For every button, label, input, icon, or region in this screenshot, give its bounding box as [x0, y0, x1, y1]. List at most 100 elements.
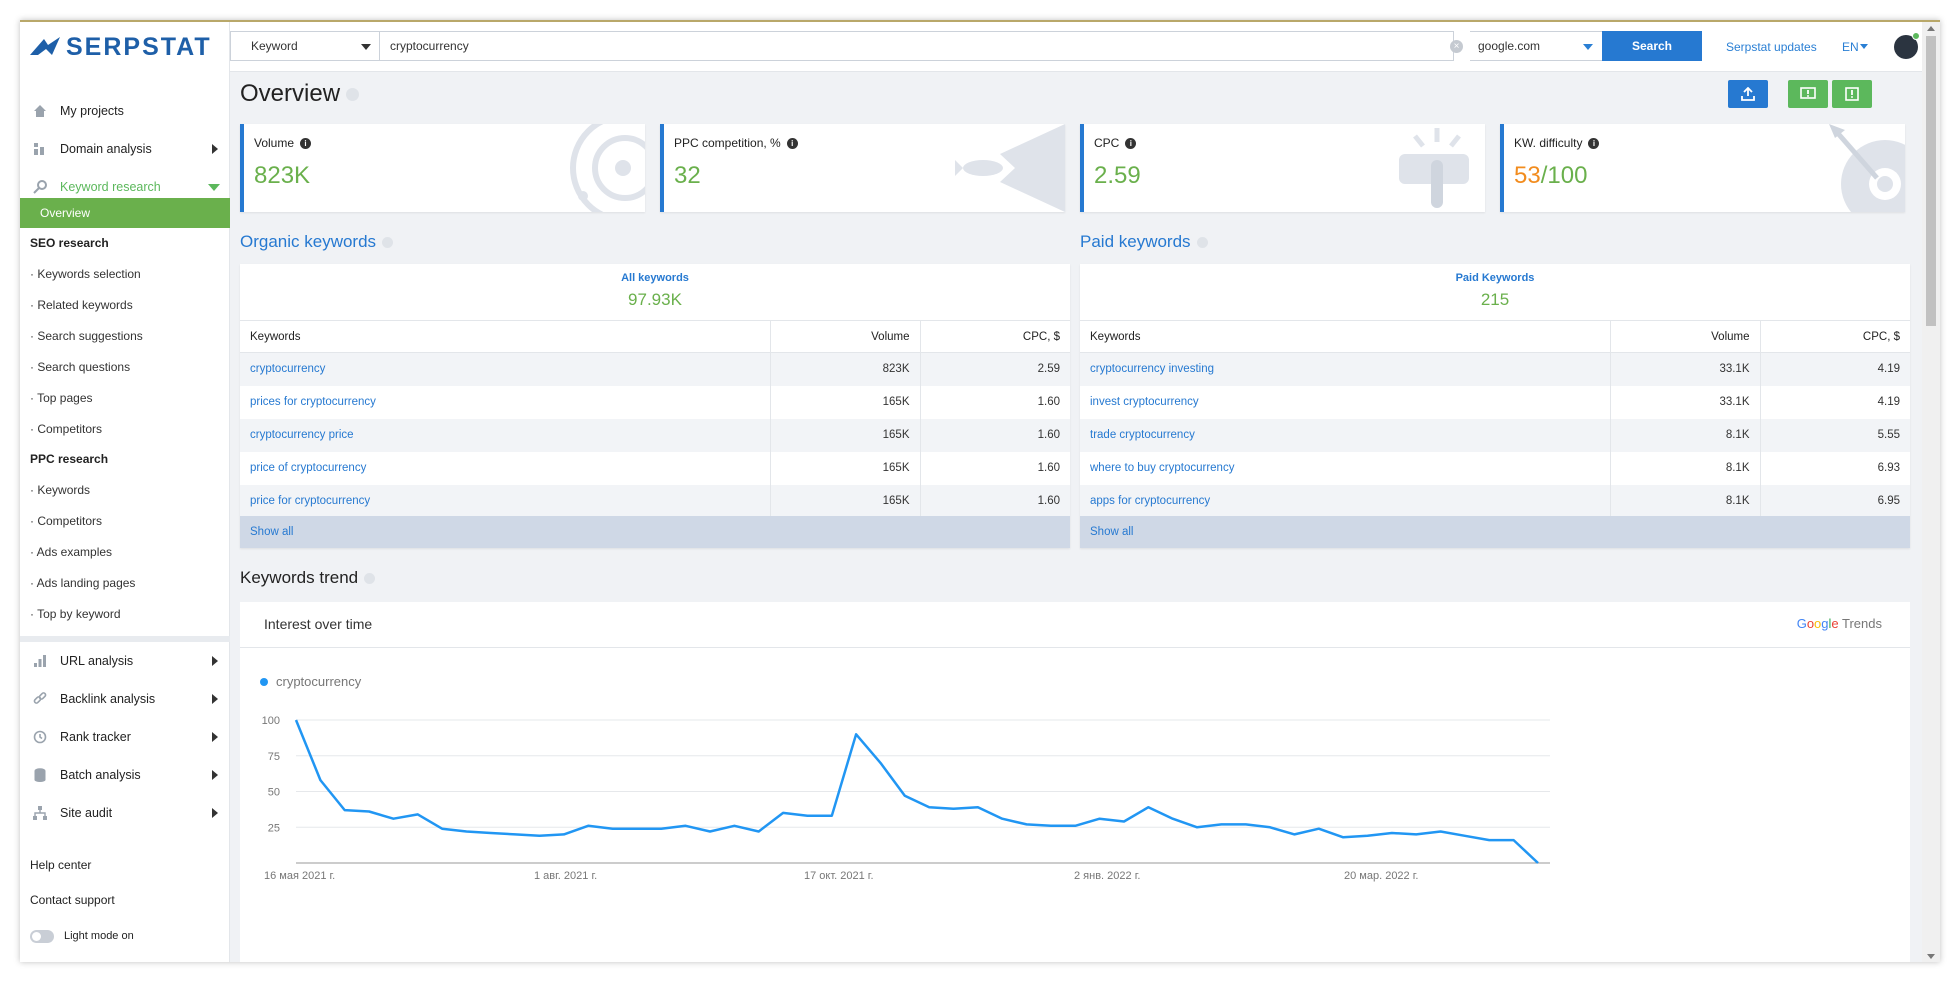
nav-url-analysis[interactable]: URL analysis	[20, 642, 230, 680]
logo-letter: o	[1814, 616, 1822, 631]
keyword-link[interactable]: apps for cryptocurrency	[1080, 484, 1610, 518]
help-icon[interactable]	[364, 573, 376, 585]
nav-backlink-analysis[interactable]: Backlink analysis	[20, 680, 230, 718]
nav-ppc-keywords[interactable]: · Keywords	[30, 483, 91, 497]
clear-icon[interactable]: ×	[1450, 40, 1463, 53]
legend-series-name: cryptocurrency	[276, 674, 362, 689]
keyword-link[interactable]: invest cryptocurrency	[1090, 396, 1199, 408]
link-icon	[32, 691, 48, 707]
nav-my-projects[interactable]: My projects	[20, 92, 230, 130]
search-engine-select[interactable]: google.com	[1470, 31, 1604, 61]
chart-icon	[32, 141, 48, 157]
export-button[interactable]	[1728, 80, 1768, 108]
feedback-button[interactable]	[1788, 80, 1828, 108]
nav-keywords-selection[interactable]: · Keywords selection	[30, 267, 141, 281]
google-trends-logo[interactable]: Google Trends	[1797, 616, 1882, 631]
nav-top-pages[interactable]: · Top pages	[30, 391, 93, 405]
keyword-search-input[interactable]	[380, 31, 1454, 61]
nav-overview[interactable]: Overview	[20, 198, 230, 228]
trend-chart: 100 75 50 25 16 мая 2021 г. 1 авг. 2021 г. 17 …	[262, 715, 1550, 882]
nav-rank-tracker[interactable]: Rank tracker	[20, 718, 230, 756]
nav-ppc-competitors[interactable]: · Competitors	[30, 514, 103, 528]
nav-ads-landing-pages[interactable]: · Ads landing pages	[30, 576, 136, 590]
click-illustration-icon	[1399, 128, 1469, 208]
help-icon[interactable]	[346, 88, 360, 102]
key-icon	[32, 179, 48, 195]
nav-domain-analysis[interactable]: Domain analysis	[20, 130, 230, 168]
keyword-link[interactable]: where to buy cryptocurrency	[1090, 462, 1235, 474]
paid-keywords-link[interactable]: Paid Keywords	[1455, 272, 1535, 284]
paid-keywords-title[interactable]: Paid keywords	[1080, 232, 1208, 252]
help-center-link[interactable]: Help center	[30, 858, 92, 872]
nav-search-suggestions[interactable]: · Search suggestions	[30, 329, 143, 343]
metric-label: KW. difficulty i	[1514, 136, 1600, 150]
nav-label: URL analysis	[60, 654, 134, 668]
col-cpc[interactable]: CPC, $	[1759, 320, 1910, 353]
keyword-link[interactable]: trade cryptocurrency	[1080, 418, 1610, 452]
col-volume[interactable]: Volume	[1609, 320, 1760, 353]
sidebar: SERPSTAT My projects Domain analysis Key…	[20, 22, 230, 962]
search-button[interactable]: Search	[1602, 31, 1702, 61]
metric-label: CPC i	[1094, 136, 1137, 150]
organic-keywords-title[interactable]: Organic keywords	[240, 232, 394, 252]
fish-illustration-icon	[955, 124, 1065, 212]
metric-value: 53/100	[1514, 162, 1587, 190]
info-icon[interactable]: i	[1588, 137, 1600, 149]
nav-keyword-research[interactable]: Keyword research	[20, 168, 230, 206]
metric-volume: Volume i 823K	[240, 124, 645, 212]
col-keywords[interactable]: Keywords	[1080, 320, 1610, 353]
series-line-cryptocurrency[interactable]	[294, 719, 1539, 864]
nav-search-questions[interactable]: · Search questions	[30, 360, 131, 374]
keyword-link[interactable]: price of cryptocurrency	[250, 462, 367, 474]
nav-top-by-keyword[interactable]: · Top by keyword	[30, 607, 121, 621]
nav-label: Rank tracker	[60, 730, 131, 744]
keyword-link[interactable]: prices for cryptocurrency	[250, 396, 376, 408]
sub-label: Related keywords	[37, 298, 133, 312]
chart-legend[interactable]: cryptocurrency	[260, 674, 361, 689]
all-keywords-link[interactable]: All keywords	[621, 272, 689, 284]
section-title-text: Keywords trend	[240, 568, 359, 587]
keyword-link[interactable]: cryptocurrency investing	[1080, 352, 1610, 386]
help-button[interactable]	[1832, 80, 1872, 108]
help-icon[interactable]	[382, 237, 394, 249]
table-header-row: Keywords Volume CPC, $	[240, 320, 1070, 353]
scroll-up-icon[interactable]	[1927, 26, 1935, 31]
language-select[interactable]: EN	[1842, 40, 1859, 54]
legend-swatch	[260, 677, 268, 686]
nav-batch-analysis[interactable]: Batch analysis	[20, 756, 230, 794]
search-engine-value: google.com	[1478, 39, 1541, 53]
question-icon	[1845, 87, 1859, 101]
contact-support-link[interactable]: Contact support	[30, 893, 115, 907]
col-keywords[interactable]: Keywords	[240, 320, 770, 353]
paid-show-all-link[interactable]: Show all	[1080, 516, 1910, 548]
page-title-text: Overview	[240, 80, 341, 107]
keyword-link[interactable]: cryptocurrency	[240, 352, 770, 386]
table-row: price for cryptocurrency 165K 1.60	[240, 484, 1070, 518]
info-icon[interactable]: i	[1125, 137, 1137, 149]
scroll-down-icon[interactable]	[1927, 954, 1935, 959]
nav-site-audit[interactable]: Site audit	[20, 794, 230, 832]
col-cpc[interactable]: CPC, $	[919, 320, 1070, 353]
info-icon[interactable]: i	[300, 137, 312, 149]
nav-seo-competitors[interactable]: · Competitors	[30, 422, 103, 436]
serpstat-logo[interactable]: SERPSTAT	[30, 33, 212, 61]
info-icon[interactable]: i	[786, 137, 798, 149]
col-volume[interactable]: Volume	[769, 320, 920, 353]
table-row: cryptocurrency investing 33.1K 4.19	[1080, 352, 1910, 386]
y-tick-label: 50	[268, 787, 280, 799]
organic-show-all-link[interactable]: Show all	[240, 516, 1070, 548]
scrollbar-thumb[interactable]	[1926, 36, 1936, 326]
keyword-link[interactable]: price for cryptocurrency	[240, 484, 770, 518]
nav-related-keywords[interactable]: · Related keywords	[30, 298, 133, 312]
search-type-select[interactable]: Keyword	[230, 31, 380, 61]
nav-ads-examples[interactable]: · Ads examples	[30, 545, 113, 559]
metric-kw-difficulty: KW. difficulty i 53/100	[1500, 124, 1905, 212]
help-icon[interactable]	[1196, 237, 1208, 249]
light-mode-toggle[interactable]	[30, 930, 54, 943]
serpstat-updates-link[interactable]: Serpstat updates	[1726, 40, 1817, 54]
chevron-right-icon	[212, 144, 218, 154]
sub-label: Search suggestions	[37, 329, 143, 343]
keyword-link[interactable]: cryptocurrency price	[240, 418, 770, 452]
table-row: cryptocurrency 823K 2.59	[240, 352, 1070, 386]
orbit-illustration-icon	[570, 124, 645, 212]
